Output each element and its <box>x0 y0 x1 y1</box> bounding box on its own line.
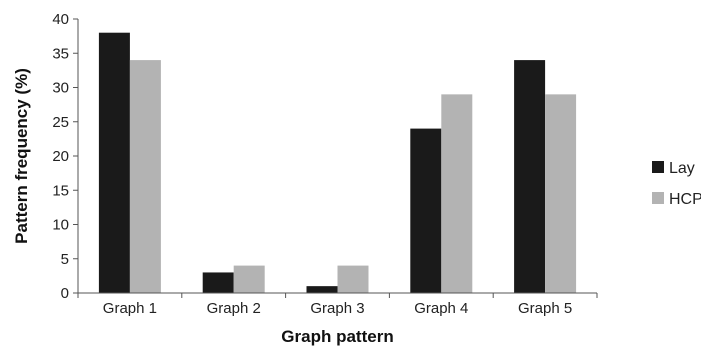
bar-lay-graph-5 <box>514 60 546 293</box>
legend-swatch-lay <box>652 161 664 173</box>
y-tick-label: 20 <box>52 148 69 165</box>
y-tick-label: 25 <box>52 114 69 131</box>
x-tick-label: Graph 4 <box>414 300 468 317</box>
x-tick-label: Graph 1 <box>103 300 157 317</box>
legend-label-hcp: HCP <box>669 191 701 208</box>
y-axis-ticks: 0 5 10 15 20 25 30 35 40 <box>52 11 78 302</box>
bars <box>98 32 577 293</box>
y-tick-label: 40 <box>52 11 69 28</box>
y-tick-label: 10 <box>52 217 69 234</box>
legend-label-lay: Lay <box>669 160 695 177</box>
bar-hcp-graph-3 <box>337 265 369 293</box>
y-tick-label: 0 <box>61 285 69 302</box>
x-axis-title: Graph pattern <box>281 327 393 346</box>
bar-hcp-graph-5 <box>545 94 577 293</box>
x-tick-label: Graph 3 <box>310 300 364 317</box>
y-tick-label: 35 <box>52 45 69 62</box>
bar-hcp-graph-1 <box>129 60 161 293</box>
bar-lay-graph-4 <box>410 128 442 293</box>
legend-swatch-hcp <box>652 192 664 204</box>
bar-lay-graph-1 <box>98 32 130 293</box>
y-tick-label: 5 <box>61 251 69 268</box>
x-axis-ticks: Graph 1 Graph 2 Graph 3 Graph 4 Graph 5 <box>77 293 598 317</box>
bar-lay-graph-2 <box>202 272 234 293</box>
bar-hcp-graph-2 <box>233 265 265 293</box>
y-tick-label: 15 <box>52 182 69 199</box>
bar-lay-graph-3 <box>306 286 338 293</box>
y-axis-title: Pattern frequency (%) <box>12 68 31 244</box>
bar-hcp-graph-4 <box>441 94 473 293</box>
x-tick-label: Graph 2 <box>207 300 261 317</box>
x-tick-label: Graph 5 <box>518 300 572 317</box>
y-tick-label: 30 <box>52 80 69 97</box>
legend: Lay HCP <box>652 160 701 208</box>
